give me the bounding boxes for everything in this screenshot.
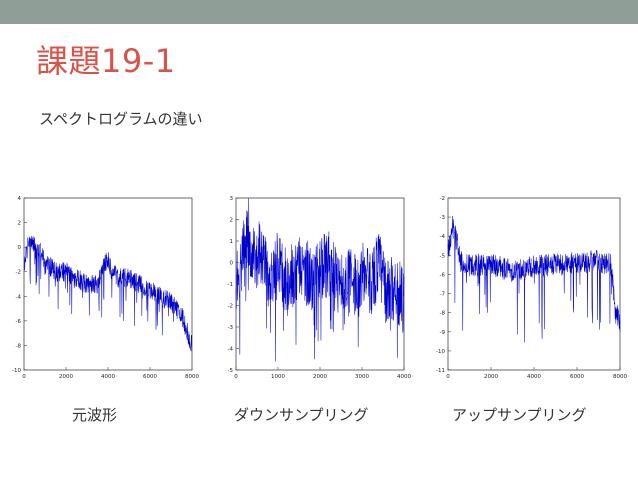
- y-tick-label: 0: [230, 261, 234, 267]
- caption-upsampled: アップサンプリング: [452, 406, 587, 424]
- caption-original: 元波形: [72, 406, 118, 424]
- series-line: [23, 236, 193, 352]
- spectrum-plot-downsampled: 0 1000 2000 3000 4000 3 2 1 0 -1 -2 -3 -4 -5: [218, 186, 414, 382]
- caption-downsampled: ダウンサンプリング: [234, 406, 369, 424]
- y-tick-label: -4: [16, 294, 22, 300]
- x-tick-label: 4000: [101, 374, 115, 380]
- plot-frame: [23, 197, 193, 371]
- y-tick-label: -4: [228, 347, 234, 353]
- slide-title: 課題19-1: [36, 42, 176, 80]
- x-tick-label: 4000: [527, 374, 541, 380]
- y-tick-label: 2: [230, 218, 234, 224]
- spectrum-plot-upsampled: 0 2000 4000 6000 8000 -2 -3 -4 -5 -6 -7 -8 -9 -10 -11: [428, 186, 630, 382]
- slide-subtitle: スペクトログラムの違い: [39, 110, 203, 128]
- y-tick-label: -5: [228, 368, 234, 374]
- y-tick-label: -4: [440, 234, 446, 240]
- y-tick-label: 1: [230, 239, 234, 245]
- y-tick-label: -3: [440, 215, 446, 221]
- y-tick-label: 4: [18, 196, 22, 202]
- x-tick-label: 8000: [185, 374, 199, 380]
- x-tick-label: 2000: [59, 374, 73, 380]
- y-tick-label: -6: [16, 319, 22, 325]
- y-tick-label: -2: [440, 196, 445, 202]
- y-tick-label: -5: [440, 253, 446, 259]
- spectrum-plot-upsampled-svg: 0 2000 4000 6000 8000 -2 -3 -4 -5 -6 -7 -8 -9 -10 -11: [436, 196, 627, 380]
- x-tick-label: 2000: [313, 374, 327, 380]
- y-tick-label: -8: [440, 311, 446, 317]
- x-tick-label: 0: [446, 374, 450, 380]
- plot-frame: [447, 197, 621, 371]
- series-line: [447, 215, 621, 343]
- spectrum-plot-downsampled-svg: 0 1000 2000 3000 4000 3 2 1 0 -1 -2 -3 -4 -5: [228, 196, 412, 380]
- y-tick-label: -7: [440, 292, 446, 298]
- y-tick-label: -6: [440, 272, 446, 278]
- y-tick-label: -11: [436, 368, 445, 374]
- y-tick-label: -3: [228, 325, 234, 331]
- y-tick-label: -10: [12, 368, 21, 374]
- y-tick-label: -2: [228, 304, 233, 310]
- y-tick-label: 3: [230, 196, 234, 202]
- y-tick-label: -2: [16, 270, 21, 276]
- series-line: [235, 198, 405, 362]
- x-tick-label: 8000: [613, 374, 627, 380]
- x-tick-label: 2000: [484, 374, 498, 380]
- x-tick-label: 0: [234, 374, 238, 380]
- spectrum-plot-original-svg: 0 2000 4000 6000 8000 4 2 0 -2 -4 -6 -8 -10: [12, 196, 199, 380]
- y-tick-label: -8: [16, 343, 22, 349]
- x-tick-label: 0: [22, 374, 26, 380]
- x-tick-label: 4000: [397, 374, 411, 380]
- top-accent-bar: [0, 0, 638, 24]
- x-tick-label: 1000: [271, 374, 285, 380]
- x-tick-label: 3000: [355, 374, 369, 380]
- spectrum-plot-original: 0 2000 4000 6000 8000 4 2 0 -2 -4 -6 -8 -10: [2, 186, 202, 382]
- y-tick-label: -10: [436, 349, 445, 355]
- y-tick-label: -1: [228, 282, 233, 288]
- y-tick-label: 0: [18, 245, 22, 251]
- x-tick-label: 6000: [143, 374, 157, 380]
- y-tick-label: -9: [440, 330, 446, 336]
- y-tick-label: 2: [18, 221, 22, 227]
- x-tick-label: 6000: [570, 374, 584, 380]
